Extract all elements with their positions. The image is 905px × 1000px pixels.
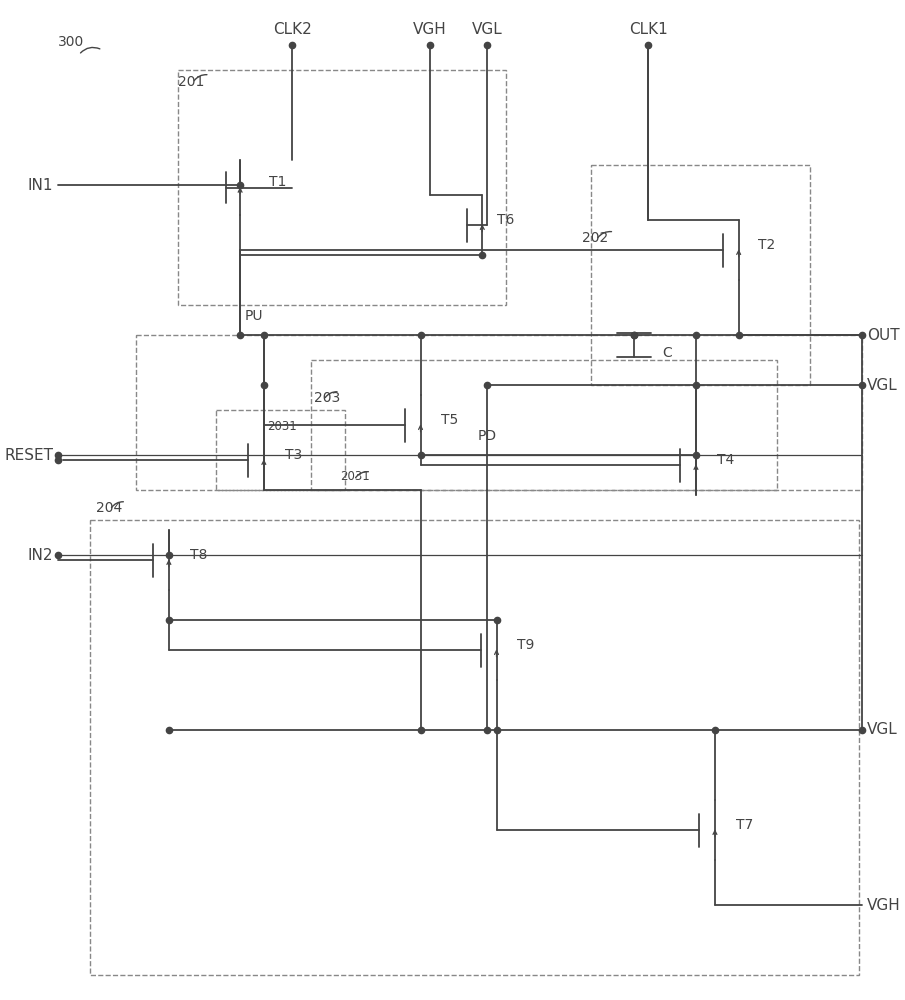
Bar xyxy=(90,520,859,975)
Bar xyxy=(178,70,506,305)
Text: RESET: RESET xyxy=(4,448,53,462)
Text: VGL: VGL xyxy=(867,722,898,738)
Text: T2: T2 xyxy=(757,238,775,252)
Text: 204: 204 xyxy=(96,501,122,515)
Bar xyxy=(311,360,776,490)
Text: VGL: VGL xyxy=(867,377,898,392)
Text: IN1: IN1 xyxy=(27,178,53,192)
Text: PD: PD xyxy=(478,429,497,443)
Bar xyxy=(136,335,862,490)
Text: T6: T6 xyxy=(497,213,514,227)
Text: 2031: 2031 xyxy=(339,471,369,484)
Text: VGH: VGH xyxy=(867,898,900,912)
Text: T1: T1 xyxy=(269,175,286,189)
Text: 2031: 2031 xyxy=(267,420,297,432)
Text: 201: 201 xyxy=(178,75,205,89)
Text: T7: T7 xyxy=(736,818,753,832)
Text: CLK2: CLK2 xyxy=(273,22,311,37)
Bar xyxy=(592,165,810,385)
Text: 203: 203 xyxy=(314,391,340,405)
Text: 202: 202 xyxy=(582,231,608,245)
Text: VGH: VGH xyxy=(414,22,447,37)
Text: IN2: IN2 xyxy=(27,548,53,562)
Text: OUT: OUT xyxy=(867,328,900,342)
Text: T5: T5 xyxy=(442,413,459,427)
Text: T4: T4 xyxy=(717,453,734,467)
Text: 300: 300 xyxy=(58,35,84,49)
Text: CLK1: CLK1 xyxy=(629,22,668,37)
Text: T9: T9 xyxy=(518,638,535,652)
Text: C: C xyxy=(662,346,672,360)
Text: T8: T8 xyxy=(190,548,207,562)
Bar xyxy=(216,410,345,490)
Text: T3: T3 xyxy=(285,448,302,462)
Text: PU: PU xyxy=(245,309,263,323)
Text: VGL: VGL xyxy=(472,22,502,37)
